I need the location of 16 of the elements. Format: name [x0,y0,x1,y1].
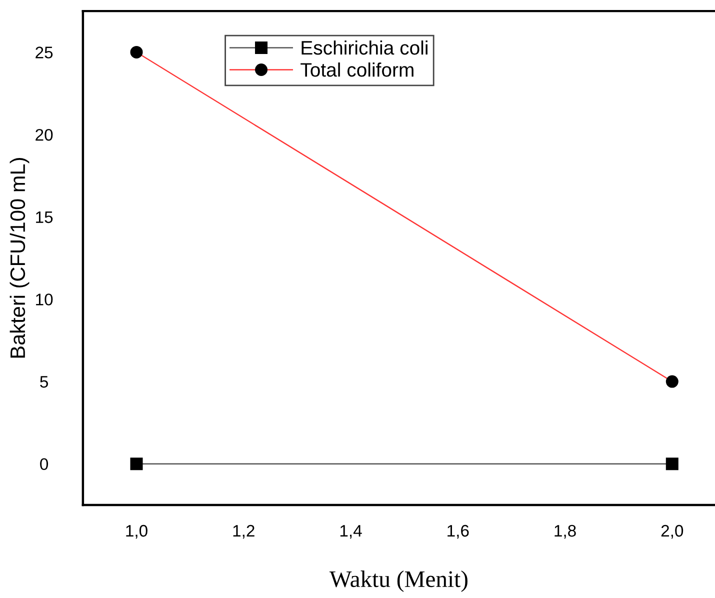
x-tick-label: 1,4 [340,525,362,539]
y-tick-label: 0 [40,458,48,470]
y-tick-label: 25 [36,46,53,58]
x-tick-label: 2,0 [661,524,684,539]
y-axis-title: Bakteri (CFU/100 mL) [10,158,30,358]
x-tick-label: 1,8 [554,524,576,539]
legend-label: Total coliform [300,62,414,77]
y-tick-label: 20 [36,128,53,141]
y-tick-label: 5 [40,376,48,388]
x-tick-label: 1,2 [233,524,254,539]
x-axis-title: Waktu (Menit) [329,570,468,592]
legend-label: Eschirichia coli [302,40,428,55]
x-tick-label: 1,6 [448,524,469,539]
x-tick-label: 1,0 [126,524,148,539]
y-tick-label: 10 [36,294,53,306]
y-tick-label: 15 [36,211,53,224]
